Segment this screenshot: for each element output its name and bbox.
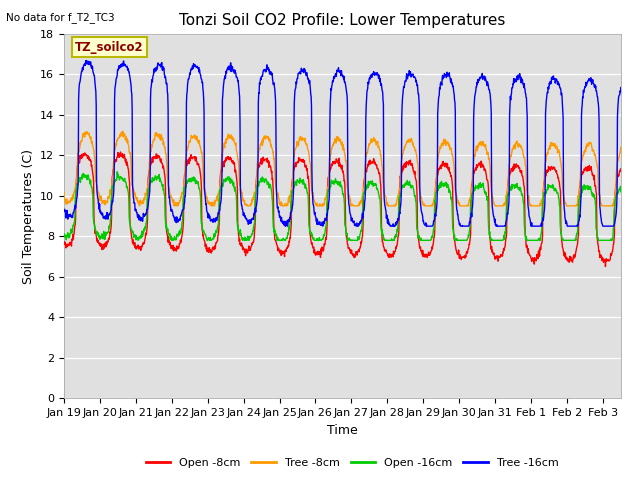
Title: Tonzi Soil CO2 Profile: Lower Temperatures: Tonzi Soil CO2 Profile: Lower Temperatur… <box>179 13 506 28</box>
Legend: Open -8cm, Tree -8cm, Open -16cm, Tree -16cm: Open -8cm, Tree -8cm, Open -16cm, Tree -… <box>141 453 563 472</box>
Text: TZ_soilco2: TZ_soilco2 <box>75 41 144 54</box>
X-axis label: Time: Time <box>327 424 358 437</box>
Text: No data for f_T2_TC3: No data for f_T2_TC3 <box>6 12 115 23</box>
Y-axis label: Soil Temperatures (C): Soil Temperatures (C) <box>22 148 35 284</box>
